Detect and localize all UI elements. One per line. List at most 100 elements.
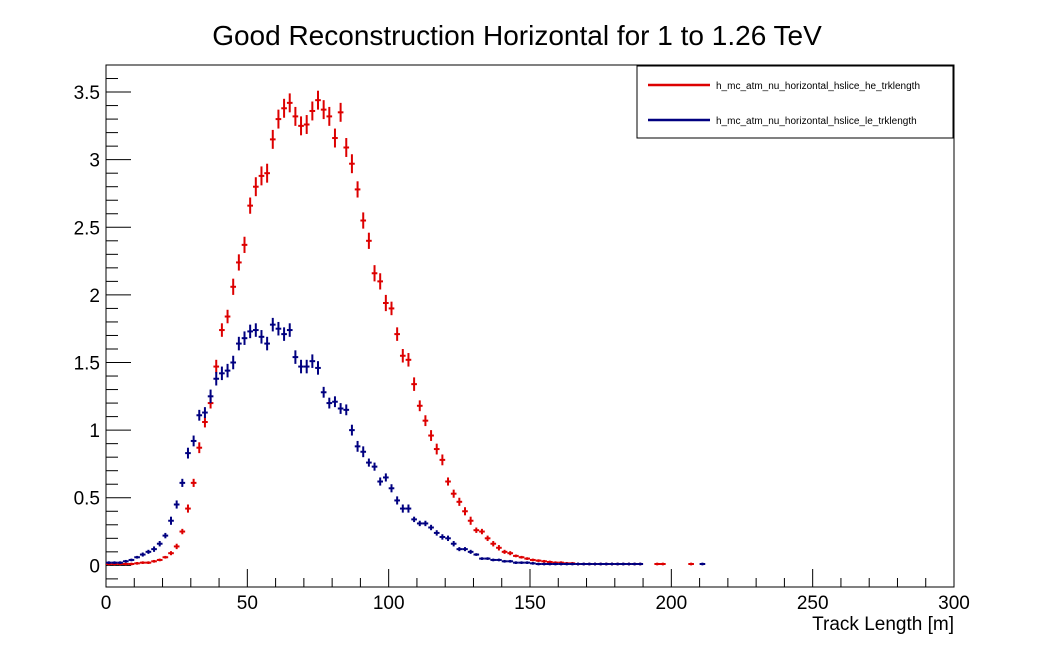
data-point [360,212,367,229]
data-point [185,447,191,459]
data-point [230,278,237,295]
data-point [546,562,553,566]
x-tick-label: 50 [237,593,258,614]
data-point [462,547,468,552]
data-point [343,138,350,157]
data-point [247,324,253,339]
x-tick-label: 0 [101,593,112,614]
series-he [106,90,694,566]
data-point [371,462,378,471]
data-point [620,562,627,566]
data-point [575,562,581,566]
data-point [156,558,163,562]
data-point [541,559,547,563]
data-point [524,561,530,565]
x-tick-label: 150 [514,593,546,614]
data-point [213,359,220,374]
legend-label-le: h_mc_atm_nu_horizontal_hslice_le_trkleng… [716,116,917,127]
data-point [332,128,338,148]
data-point [219,366,225,381]
data-point [586,562,593,566]
data-point [309,101,316,121]
data-point [654,562,661,566]
data-point [207,389,214,404]
data-point [360,446,367,458]
data-point [484,557,491,560]
data-point [501,559,508,563]
data-point [496,545,502,551]
data-point [128,558,135,562]
data-point [241,331,248,345]
data-point [303,359,310,374]
data-point [332,396,338,408]
data-point [145,561,152,565]
data-point [281,98,287,118]
data-point [298,359,304,374]
data-point [484,535,491,542]
data-point [128,562,135,566]
data-point [592,562,598,566]
data-point [518,555,525,559]
data-point [292,350,299,364]
data-point [614,562,621,566]
data-point [563,562,570,566]
data-point [139,552,146,557]
data-point [699,562,706,566]
data-point [247,197,253,214]
data-point [139,561,146,565]
data-point [309,354,316,368]
data-point [354,440,361,452]
data-point [450,489,457,498]
y-axis: 0 0.5 1 1.5 2 2.5 3 3.5 [74,64,131,580]
data-point [530,558,536,562]
data-point [366,232,372,249]
data-point [518,561,525,565]
series-le [106,317,706,566]
data-point [224,309,231,324]
x-axis: 0 50 100 150 200 250 300 [101,569,970,614]
data-point [196,442,203,454]
x-axis-title: Track Length [m] [812,614,954,635]
data-point [609,562,615,566]
data-point [383,294,389,312]
data-point [168,551,174,556]
data-point [354,181,361,198]
data-point [219,323,225,337]
data-point [377,273,384,290]
data-point [275,109,282,129]
data-point [580,562,587,566]
data-point [366,458,372,467]
data-point [422,520,429,527]
data-point [179,528,186,535]
data-point [122,559,129,563]
y-tick-label: 2.5 [74,218,100,239]
data-point [236,254,242,271]
data-point [399,504,406,513]
data-point [275,321,282,336]
data-point [377,477,384,486]
data-point [349,154,355,174]
data-point [134,561,140,565]
data-point [252,177,259,197]
x-tick-label: 100 [373,593,405,614]
data-point [416,400,423,412]
series-layer [106,90,706,566]
legend-label-he: h_mc_atm_nu_horizontal_hslice_he_trkleng… [716,81,920,92]
data-point [264,336,270,351]
data-point [388,301,395,316]
data-point [383,473,389,482]
data-point [106,561,112,565]
data-point [428,430,434,441]
data-point [473,553,480,556]
data-point [292,106,299,126]
data-point [326,106,333,126]
data-point [496,558,502,562]
data-point [445,477,451,486]
data-point [122,562,129,566]
data-point [258,330,265,344]
data-point [349,424,355,436]
y-tick-label: 3 [89,151,100,172]
data-point [252,323,259,337]
data-point [541,562,547,566]
data-point [530,561,536,565]
